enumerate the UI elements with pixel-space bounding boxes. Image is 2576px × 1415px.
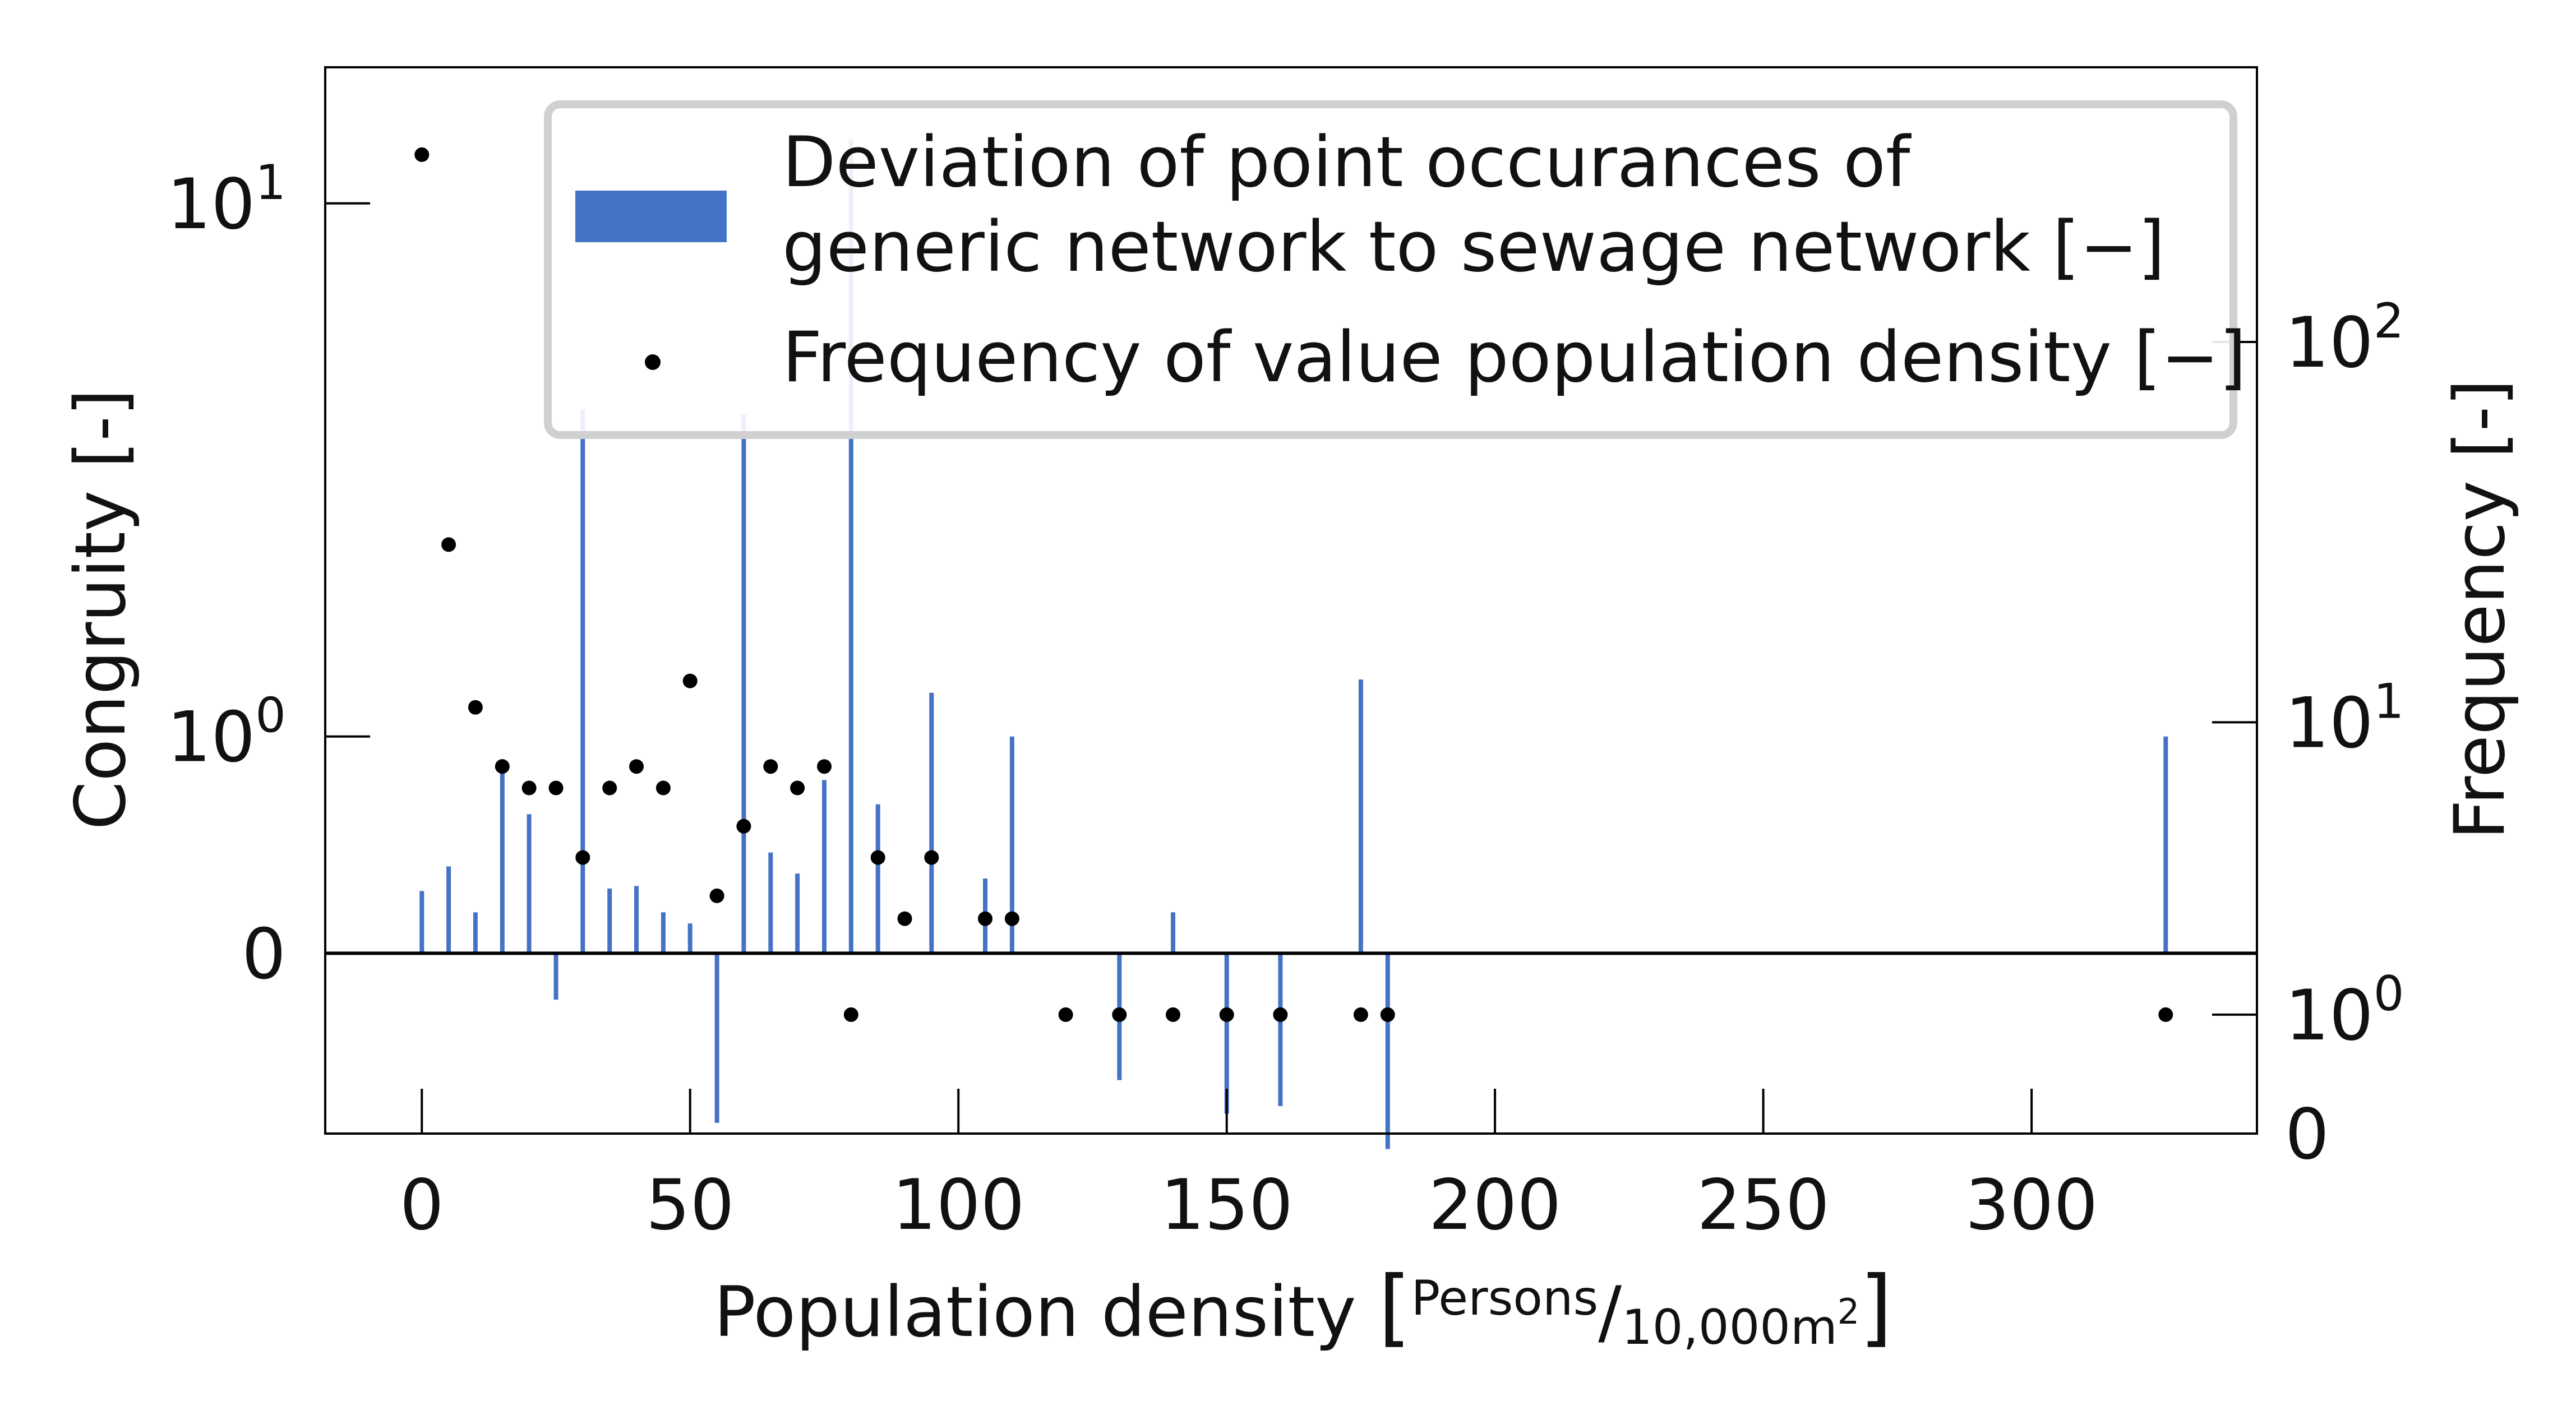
frequency-point bbox=[2158, 1007, 2173, 1022]
frequency-point bbox=[548, 780, 564, 796]
frequency-point bbox=[978, 911, 992, 926]
x-tick-label: 300 bbox=[1965, 1165, 2098, 1246]
frequency-point bbox=[602, 780, 617, 796]
x-axis-title-unit-den: 10,000m bbox=[1622, 1300, 1838, 1356]
deviation-bar bbox=[1278, 953, 1283, 1106]
frequency-point bbox=[1353, 1007, 1368, 1022]
y-right-tick-label: 0 bbox=[2285, 1094, 2329, 1175]
x-tick-label: 250 bbox=[1697, 1165, 1830, 1246]
frequency-point bbox=[1273, 1007, 1288, 1022]
x-tick-label: 150 bbox=[1160, 1165, 1293, 1246]
frequency-point bbox=[790, 780, 805, 796]
frequency-point bbox=[521, 780, 537, 796]
x-axis-title-unit-den-sup: 2 bbox=[1838, 1291, 1859, 1332]
x-axis-title-unit-num: Persons bbox=[1411, 1270, 1599, 1326]
frequency-point bbox=[897, 911, 912, 926]
frequency-point bbox=[870, 850, 885, 865]
deviation-bar bbox=[607, 888, 612, 954]
deviation-bar bbox=[795, 873, 800, 954]
frequency-point bbox=[1219, 1007, 1234, 1022]
deviation-bar bbox=[848, 139, 853, 954]
x-axis-title-slash: / bbox=[1598, 1272, 1622, 1353]
deviation-bar bbox=[687, 923, 693, 954]
x-tick-label: 200 bbox=[1429, 1165, 1562, 1246]
frequency-point bbox=[1112, 1007, 1127, 1022]
y-right-tick-label: 102 bbox=[2285, 293, 2404, 383]
legend-point-swatch bbox=[645, 354, 661, 370]
x-axis-title-bracket-close: ] bbox=[1859, 1259, 1892, 1356]
deviation-bar bbox=[446, 866, 451, 954]
frequency-point bbox=[1166, 1007, 1180, 1022]
frequency-point bbox=[629, 759, 644, 774]
deviation-bar bbox=[741, 414, 746, 954]
plot-frame bbox=[324, 66, 2258, 1135]
legend-bar-label-line2: generic network to sewage network [−] bbox=[782, 207, 2165, 288]
plot-area bbox=[325, 139, 2257, 1149]
deviation-bar bbox=[634, 886, 639, 954]
y-left-tick-label: 101 bbox=[167, 155, 286, 245]
deviation-bar bbox=[661, 912, 666, 954]
deviation-bar bbox=[768, 852, 773, 954]
frequency-point bbox=[736, 819, 751, 834]
deviation-bar bbox=[527, 814, 532, 954]
deviation-bar bbox=[553, 953, 558, 1000]
y-right-tick-label: 100 bbox=[2285, 966, 2404, 1056]
y-left-tick-label: 100 bbox=[167, 688, 286, 778]
frequency-point bbox=[682, 673, 698, 688]
legend: Deviation of point occurances of generic… bbox=[544, 100, 2246, 439]
deviation-bar bbox=[500, 759, 505, 954]
frequency-point bbox=[414, 147, 430, 162]
deviation-bar bbox=[714, 953, 719, 1123]
frequency-point bbox=[924, 850, 939, 865]
deviation-bar bbox=[822, 780, 827, 954]
legend-point-label: Frequency of value population density [−… bbox=[782, 317, 2246, 398]
frequency-point bbox=[1058, 1007, 1073, 1022]
x-axis-title-bracket-open: [ bbox=[1378, 1259, 1411, 1356]
x-tick-label: 100 bbox=[892, 1165, 1025, 1246]
frequency-point bbox=[1004, 911, 1019, 926]
x-tick-label: 50 bbox=[646, 1165, 735, 1246]
deviation-bar bbox=[1171, 912, 1175, 954]
deviation-bar bbox=[473, 912, 478, 954]
frequency-point bbox=[1380, 1007, 1395, 1022]
deviation-bar bbox=[1224, 953, 1229, 1114]
frequency-point bbox=[763, 759, 778, 774]
y-left-axis-title: Congruity [-] bbox=[61, 389, 141, 830]
deviation-bar bbox=[875, 804, 880, 954]
deviation-bar bbox=[1009, 736, 1014, 954]
legend-bar-label-line1: Deviation of point occurances of bbox=[782, 122, 1912, 203]
frequency-point bbox=[575, 850, 590, 865]
frequency-point bbox=[709, 888, 724, 903]
frequency-point bbox=[468, 700, 483, 715]
deviation-bar bbox=[1358, 679, 1363, 954]
y-left-tick-label: 0 bbox=[242, 914, 286, 995]
deviation-bar bbox=[929, 692, 934, 954]
deviation-bar bbox=[1385, 953, 1390, 1149]
x-tick-label: 0 bbox=[400, 1165, 444, 1246]
deviation-bar bbox=[580, 409, 585, 954]
frequency-point bbox=[495, 759, 510, 774]
frequency-point bbox=[655, 780, 671, 796]
axes: 0 50 100 150 200 250 300 101 100 0 102 101 100 0 bbox=[167, 66, 2404, 1246]
frequency-point bbox=[843, 1007, 858, 1022]
x-axis-title-main: Population density bbox=[714, 1272, 1378, 1353]
deviation-bar bbox=[2163, 736, 2168, 954]
y-right-tick-label: 101 bbox=[2285, 673, 2404, 764]
legend-box bbox=[544, 100, 2237, 439]
y-right-axis-title: Frequency [-] bbox=[2440, 379, 2520, 840]
x-axis-title: Population density [Persons/10,000m2] bbox=[714, 1259, 1892, 1356]
frequency-point bbox=[817, 759, 832, 774]
frequency-point bbox=[441, 537, 456, 552]
deviation-bar bbox=[419, 891, 424, 954]
legend-bar-swatch bbox=[575, 191, 727, 242]
